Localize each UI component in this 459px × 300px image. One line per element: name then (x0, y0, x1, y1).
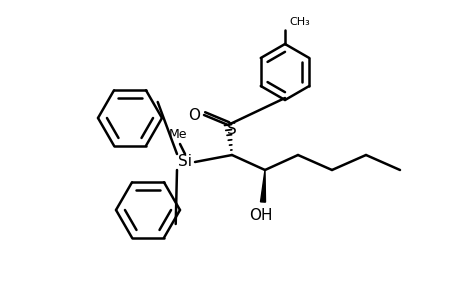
Text: O: O (188, 109, 200, 124)
Text: OH: OH (249, 208, 272, 224)
Text: Me: Me (168, 128, 187, 142)
Text: CH₃: CH₃ (288, 17, 309, 27)
Polygon shape (260, 170, 265, 202)
Text: Si: Si (178, 154, 191, 169)
Text: S: S (227, 122, 236, 136)
